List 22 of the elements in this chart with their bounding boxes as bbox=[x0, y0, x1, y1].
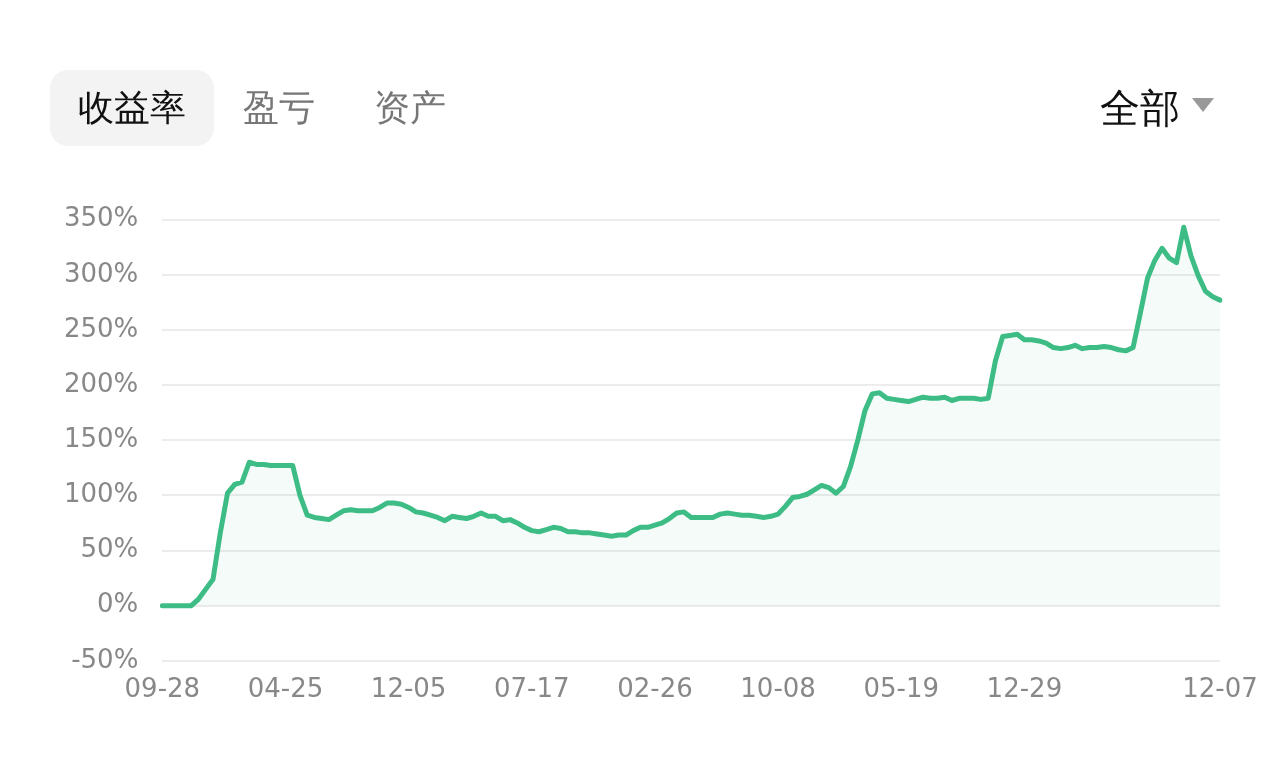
text: 收益率 bbox=[50, 70, 214, 146]
x-tick-label: 12-07 bbox=[1182, 673, 1258, 704]
x-tick-label: 09-28 bbox=[124, 673, 201, 704]
x-tick-label: 10-08 bbox=[740, 673, 816, 704]
y-tick-label: 250% bbox=[63, 312, 139, 343]
y-tick-label: 300% bbox=[63, 257, 139, 288]
y-tick-label: 0% bbox=[97, 588, 139, 619]
y-tick-label: -50% bbox=[71, 643, 139, 674]
y-tick-label: 350% bbox=[63, 202, 139, 233]
y-tick-label: 200% bbox=[63, 367, 139, 398]
x-tick-label: 05-19 bbox=[863, 673, 940, 704]
x-tick-label: 04-25 bbox=[247, 673, 324, 704]
x-tick-label: 12-05 bbox=[370, 673, 447, 704]
y-tick-label: 100% bbox=[63, 478, 139, 509]
x-tick-label: 02-26 bbox=[617, 673, 693, 704]
text: 资产 bbox=[373, 86, 447, 130]
text: 全部 bbox=[1100, 84, 1180, 133]
y-tick-label: 150% bbox=[63, 422, 139, 453]
y-tick-label: 50% bbox=[80, 533, 139, 564]
text: 盈亏 bbox=[242, 86, 316, 130]
x-tick-label: 12-29 bbox=[986, 673, 1063, 704]
x-tick-label: 07-17 bbox=[494, 673, 570, 704]
